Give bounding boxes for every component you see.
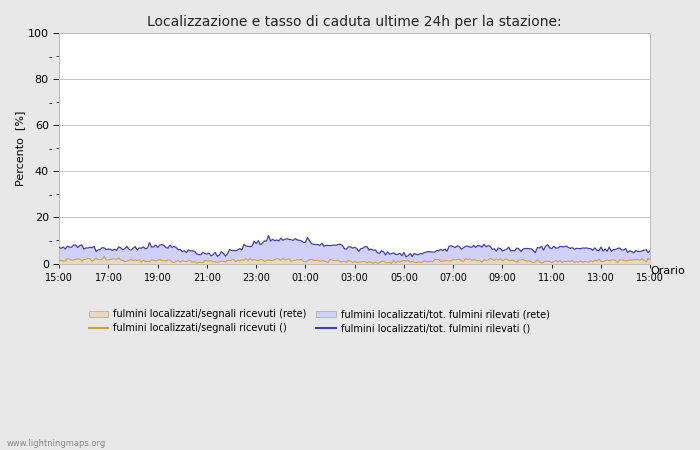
Text: www.lightningmaps.org: www.lightningmaps.org (7, 439, 106, 448)
Y-axis label: Percento  [%]: Percento [%] (15, 111, 25, 186)
Legend: fulmini localizzati/segnali ricevuti (rete), fulmini localizzati/segnali ricevut: fulmini localizzati/segnali ricevuti (re… (85, 306, 554, 337)
Title: Localizzazione e tasso di caduta ultime 24h per la stazione:: Localizzazione e tasso di caduta ultime … (148, 15, 562, 29)
Text: Orario: Orario (650, 266, 685, 276)
